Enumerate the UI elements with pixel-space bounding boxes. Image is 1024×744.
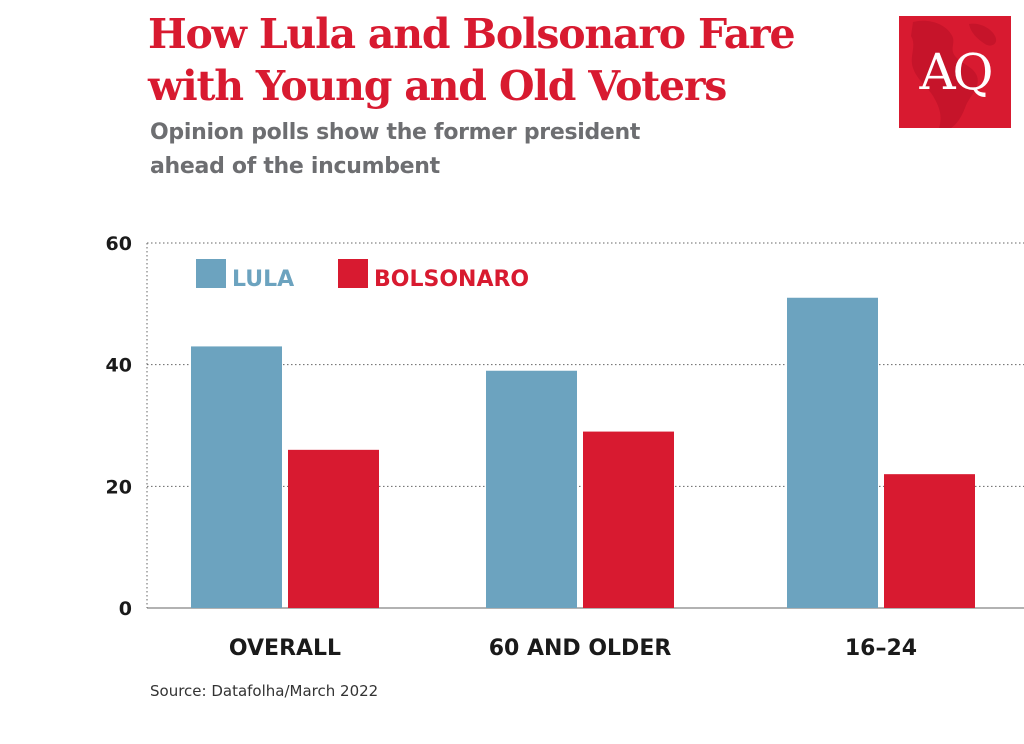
bar-lula-2 (787, 297, 878, 608)
x-category-label-1: 60 AND OLDER (489, 636, 672, 661)
legend-label-lula: LULA (232, 267, 294, 292)
bar-bolsonaro-1 (583, 431, 674, 608)
chart-subtitle: Opinion polls show the former president … (150, 120, 641, 179)
legend-swatch-bolsonaro (338, 259, 368, 288)
logo-text: AQ (919, 43, 993, 101)
y-tick-label-20: 20 (106, 476, 132, 498)
y-tick-label-40: 40 (106, 355, 132, 377)
legend-swatch-lula (196, 259, 226, 288)
source-note: Source: Datafolha/March 2022 (150, 682, 379, 700)
americas-map-icon (911, 20, 997, 128)
bar-lula-0 (191, 346, 282, 608)
aq-logo: AQ (899, 16, 1011, 128)
bar-bolsonaro-2 (884, 474, 975, 608)
bar-lula-1 (486, 370, 577, 608)
y-tick-label-60: 60 (106, 233, 132, 255)
bar-bolsonaro-0 (288, 449, 379, 608)
x-category-label-2: 16–24 (845, 636, 917, 661)
x-category-label-0: OVERALL (229, 636, 341, 661)
y-tick-label-0: 0 (119, 598, 132, 620)
legend-label-bolsonaro: BOLSONARO (374, 267, 529, 292)
chart-title: How Lula and Bolsonaro Fare with Young a… (148, 10, 796, 110)
